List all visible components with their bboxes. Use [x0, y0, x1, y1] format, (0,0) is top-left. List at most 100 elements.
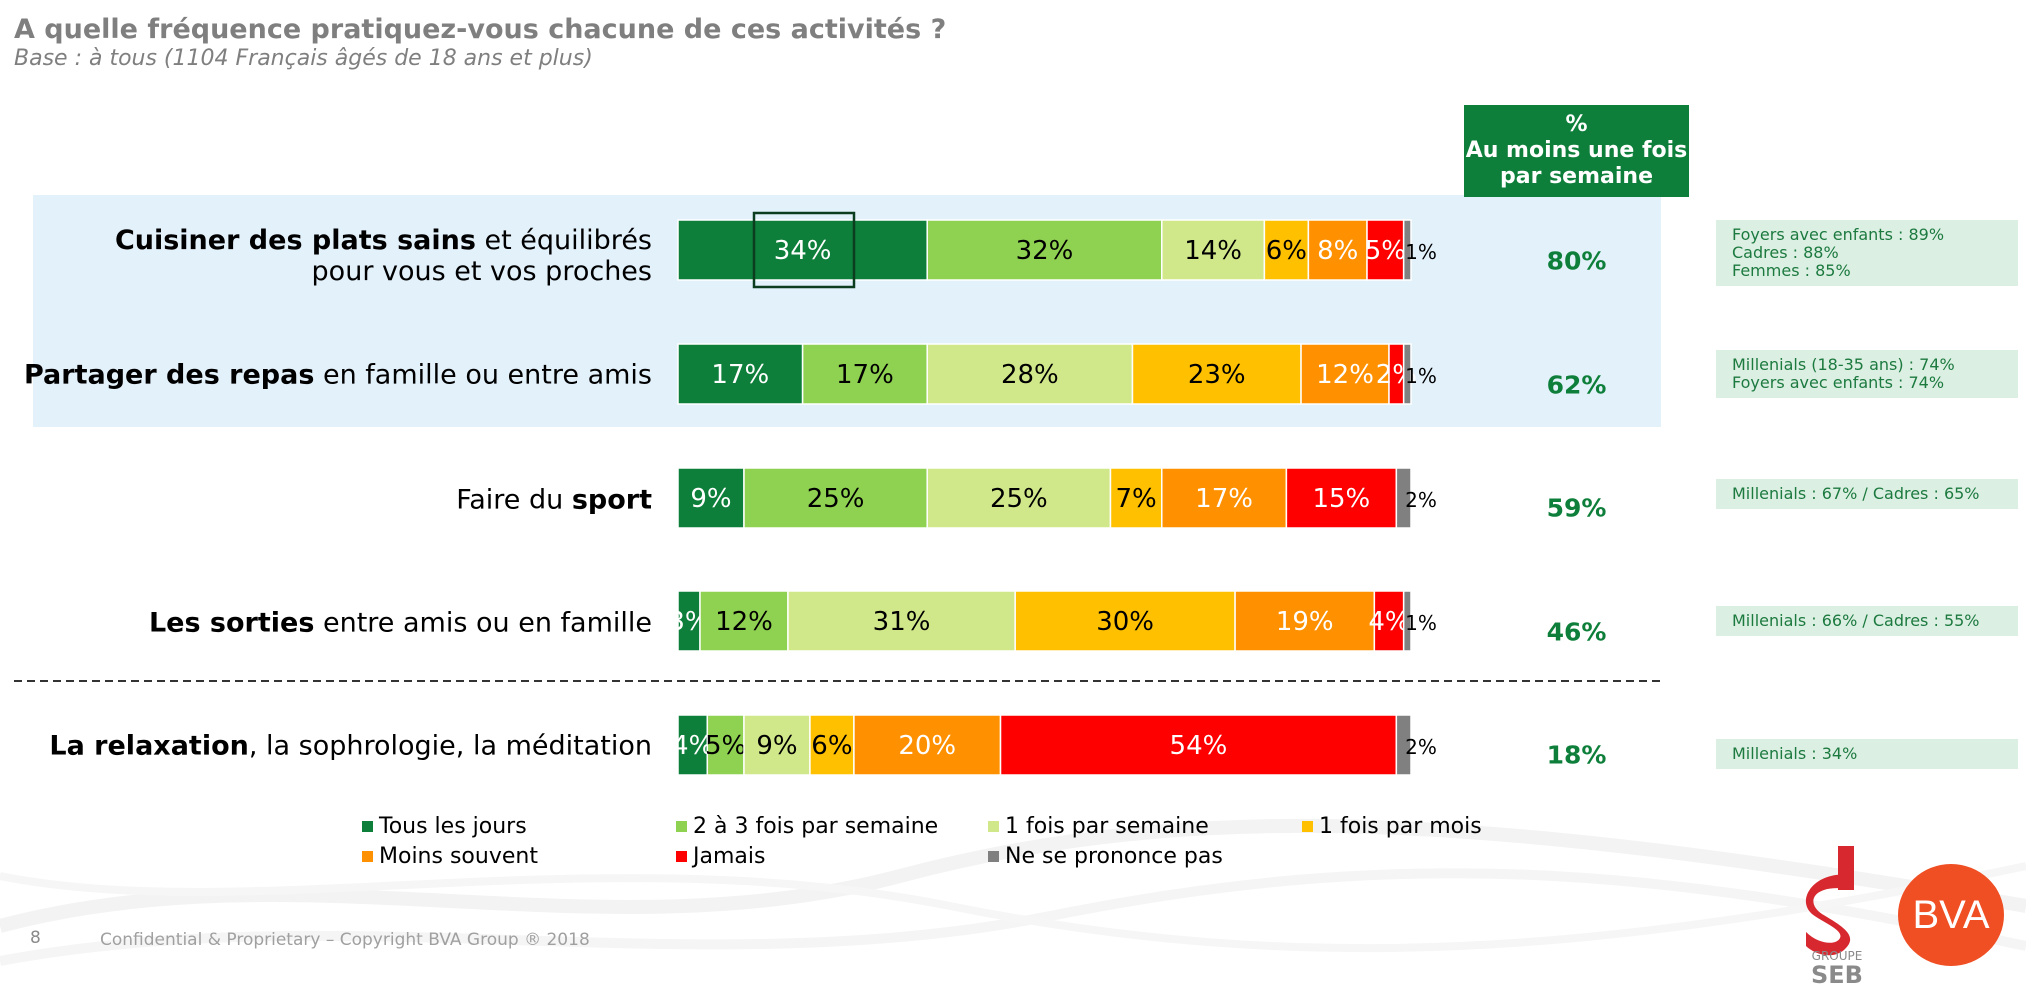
bar-segment: [1300, 343, 1390, 405]
bar-segment: [1014, 590, 1236, 652]
groupe-seb-logo: [1805, 846, 1854, 956]
subgroup-line: Cadres : 88%: [1732, 243, 1839, 262]
bar-segment: [1285, 467, 1398, 529]
legend-swatch: [676, 821, 687, 832]
bar-segment: [706, 714, 745, 776]
bva-logo-text: BVA: [1912, 893, 1989, 937]
bar-data-label: 17%: [1195, 484, 1253, 514]
legend-label: 1 fois par mois: [1319, 814, 1482, 839]
bar-data-label: 17%: [711, 360, 769, 390]
bva-logo: BVA: [1898, 864, 2004, 966]
legend-swatch: [676, 851, 687, 862]
bar-segment: [1307, 219, 1368, 281]
subgroup-line: Foyers avec enfants : 89%: [1732, 225, 1945, 244]
bar-data-label: 23%: [1188, 360, 1246, 390]
bar-data-label: 31%: [873, 607, 931, 637]
legend-item: Jamais: [676, 844, 765, 869]
page-title: A quelle fréquence pratiquez-vous chacun…: [14, 14, 947, 45]
bar-data-label: 32%: [1016, 236, 1074, 266]
summary-percent: 80%: [1546, 246, 1607, 276]
summary-percent: 59%: [1546, 493, 1607, 523]
subgroup-line: Foyers avec enfants : 74%: [1732, 373, 1945, 392]
bar-segment: [677, 343, 804, 405]
row-label-text: , la sophrologie, la méditation: [248, 730, 652, 762]
legend-label: 2 à 3 fois par semaine: [693, 814, 939, 839]
legend-item: Tous les jours: [362, 814, 527, 839]
bar-data-label: 1%: [1405, 240, 1437, 264]
bars-layer: 34% 32% 14% 6% 8% 5% 1%17% 17% 28% 23% 12% 2%1%9% 25…: [668, 211, 1437, 776]
bar-segment: [743, 714, 811, 776]
groupe-seb-caption: GROUPE SEB: [1806, 949, 1868, 989]
summary-percent: 62%: [1546, 370, 1607, 400]
background-swirls: [0, 818, 2026, 966]
legend-item: Moins souvent: [362, 844, 538, 869]
bar-segment: [801, 343, 928, 405]
page-subtitle: Base : à tous (1104 Français âgés de 18 …: [14, 46, 593, 71]
subgroup-line: Millenials (18-35 ans) : 74%: [1732, 355, 1955, 374]
bar-data-label: 8%: [1317, 236, 1358, 266]
bar-data-label: 28%: [1001, 360, 1059, 390]
legend-swatch: [988, 821, 999, 832]
bar-segment: [677, 714, 709, 776]
seb-caption-line: SEB: [1811, 961, 1863, 989]
bar-segment: [1395, 467, 1412, 529]
highlight-box: [752, 211, 856, 289]
summary-column-header: % Au moins une fois par semaine: [1464, 105, 1689, 197]
legend-label: Moins souvent: [379, 844, 538, 869]
bar-segment: [1161, 219, 1266, 281]
copyright-text: Confidential & Proprietary – Copyright B…: [100, 930, 590, 950]
row-label-bold: Cuisiner des plats sains: [114, 225, 476, 256]
bar-segment: [1402, 343, 1412, 405]
bar-data-label: 20%: [898, 731, 956, 761]
row-label-bold: La relaxation: [49, 730, 249, 762]
seb-caption-line: GROUPE: [1811, 949, 1863, 963]
bar-segment: [853, 714, 1002, 776]
row-label: Cuisiner des plats sains et équilibrés p…: [20, 225, 652, 287]
bar-segment: [999, 714, 1398, 776]
legend-item: 2 à 3 fois par semaine: [676, 814, 938, 839]
subgroup-box: Millenials (18-35 ans) : 74% Foyers avec…: [1716, 350, 2018, 398]
row-label-text: entre amis ou en famille: [314, 607, 652, 639]
subgroup-box: Foyers avec enfants : 89% Cadres : 88% F…: [1716, 220, 2018, 286]
summary-header-line: %: [1565, 112, 1588, 137]
legend-swatch: [362, 821, 373, 832]
legend-swatch: [1302, 821, 1313, 832]
bar-data-label: 5%: [1365, 236, 1406, 266]
row-label-text: et équilibrés: [475, 225, 652, 256]
bar-data-label: 34%: [774, 236, 832, 266]
bar-segment: [926, 467, 1112, 529]
chart-legend: Tous les jours 2 à 3 fois par semaine 1 …: [362, 814, 1562, 878]
bar-data-label: 5%: [705, 731, 746, 761]
bar-data-label: 2%: [1405, 735, 1437, 759]
bar-data-label: 1%: [1405, 611, 1437, 635]
summary-header-line: par semaine: [1499, 164, 1653, 189]
bar-data-label: 1%: [1405, 364, 1437, 388]
bar-segment: [926, 343, 1134, 405]
bar-segment: [1373, 590, 1405, 652]
subgroup-line: Femmes : 85%: [1732, 261, 1851, 280]
bar-data-label: 19%: [1276, 607, 1334, 637]
bar-segment: [926, 219, 1163, 281]
bar-data-label: 14%: [1184, 236, 1242, 266]
bar-segment: [809, 714, 855, 776]
summary-header-line: Au moins une fois: [1465, 138, 1688, 163]
legend-label: Jamais: [693, 844, 766, 869]
bar-data-label: 25%: [990, 484, 1048, 514]
bar-data-label: 25%: [807, 484, 865, 514]
bar-segment: [1263, 219, 1310, 281]
row-label-text: Faire du: [456, 484, 572, 516]
bar-data-label: 6%: [811, 731, 852, 761]
row-label-line2: pour vous et vos proches: [311, 256, 652, 287]
row-label: La relaxation, la sophrologie, la médita…: [20, 731, 652, 762]
bar-segment: [1395, 714, 1412, 776]
legend-label: 1 fois par semaine: [1005, 814, 1209, 839]
bar-data-label: 4%: [1368, 607, 1409, 637]
bar-segment: [1402, 219, 1412, 281]
subgroup-line: Millenials : 67% / Cadres : 65%: [1732, 484, 1980, 503]
row-label-text: en famille ou entre amis: [314, 359, 652, 391]
legend-item: Ne se prononce pas: [988, 844, 1223, 869]
bar-segment: [1109, 467, 1163, 529]
summary-percent: 46%: [1546, 617, 1607, 647]
row-label-bold: sport: [571, 484, 652, 516]
